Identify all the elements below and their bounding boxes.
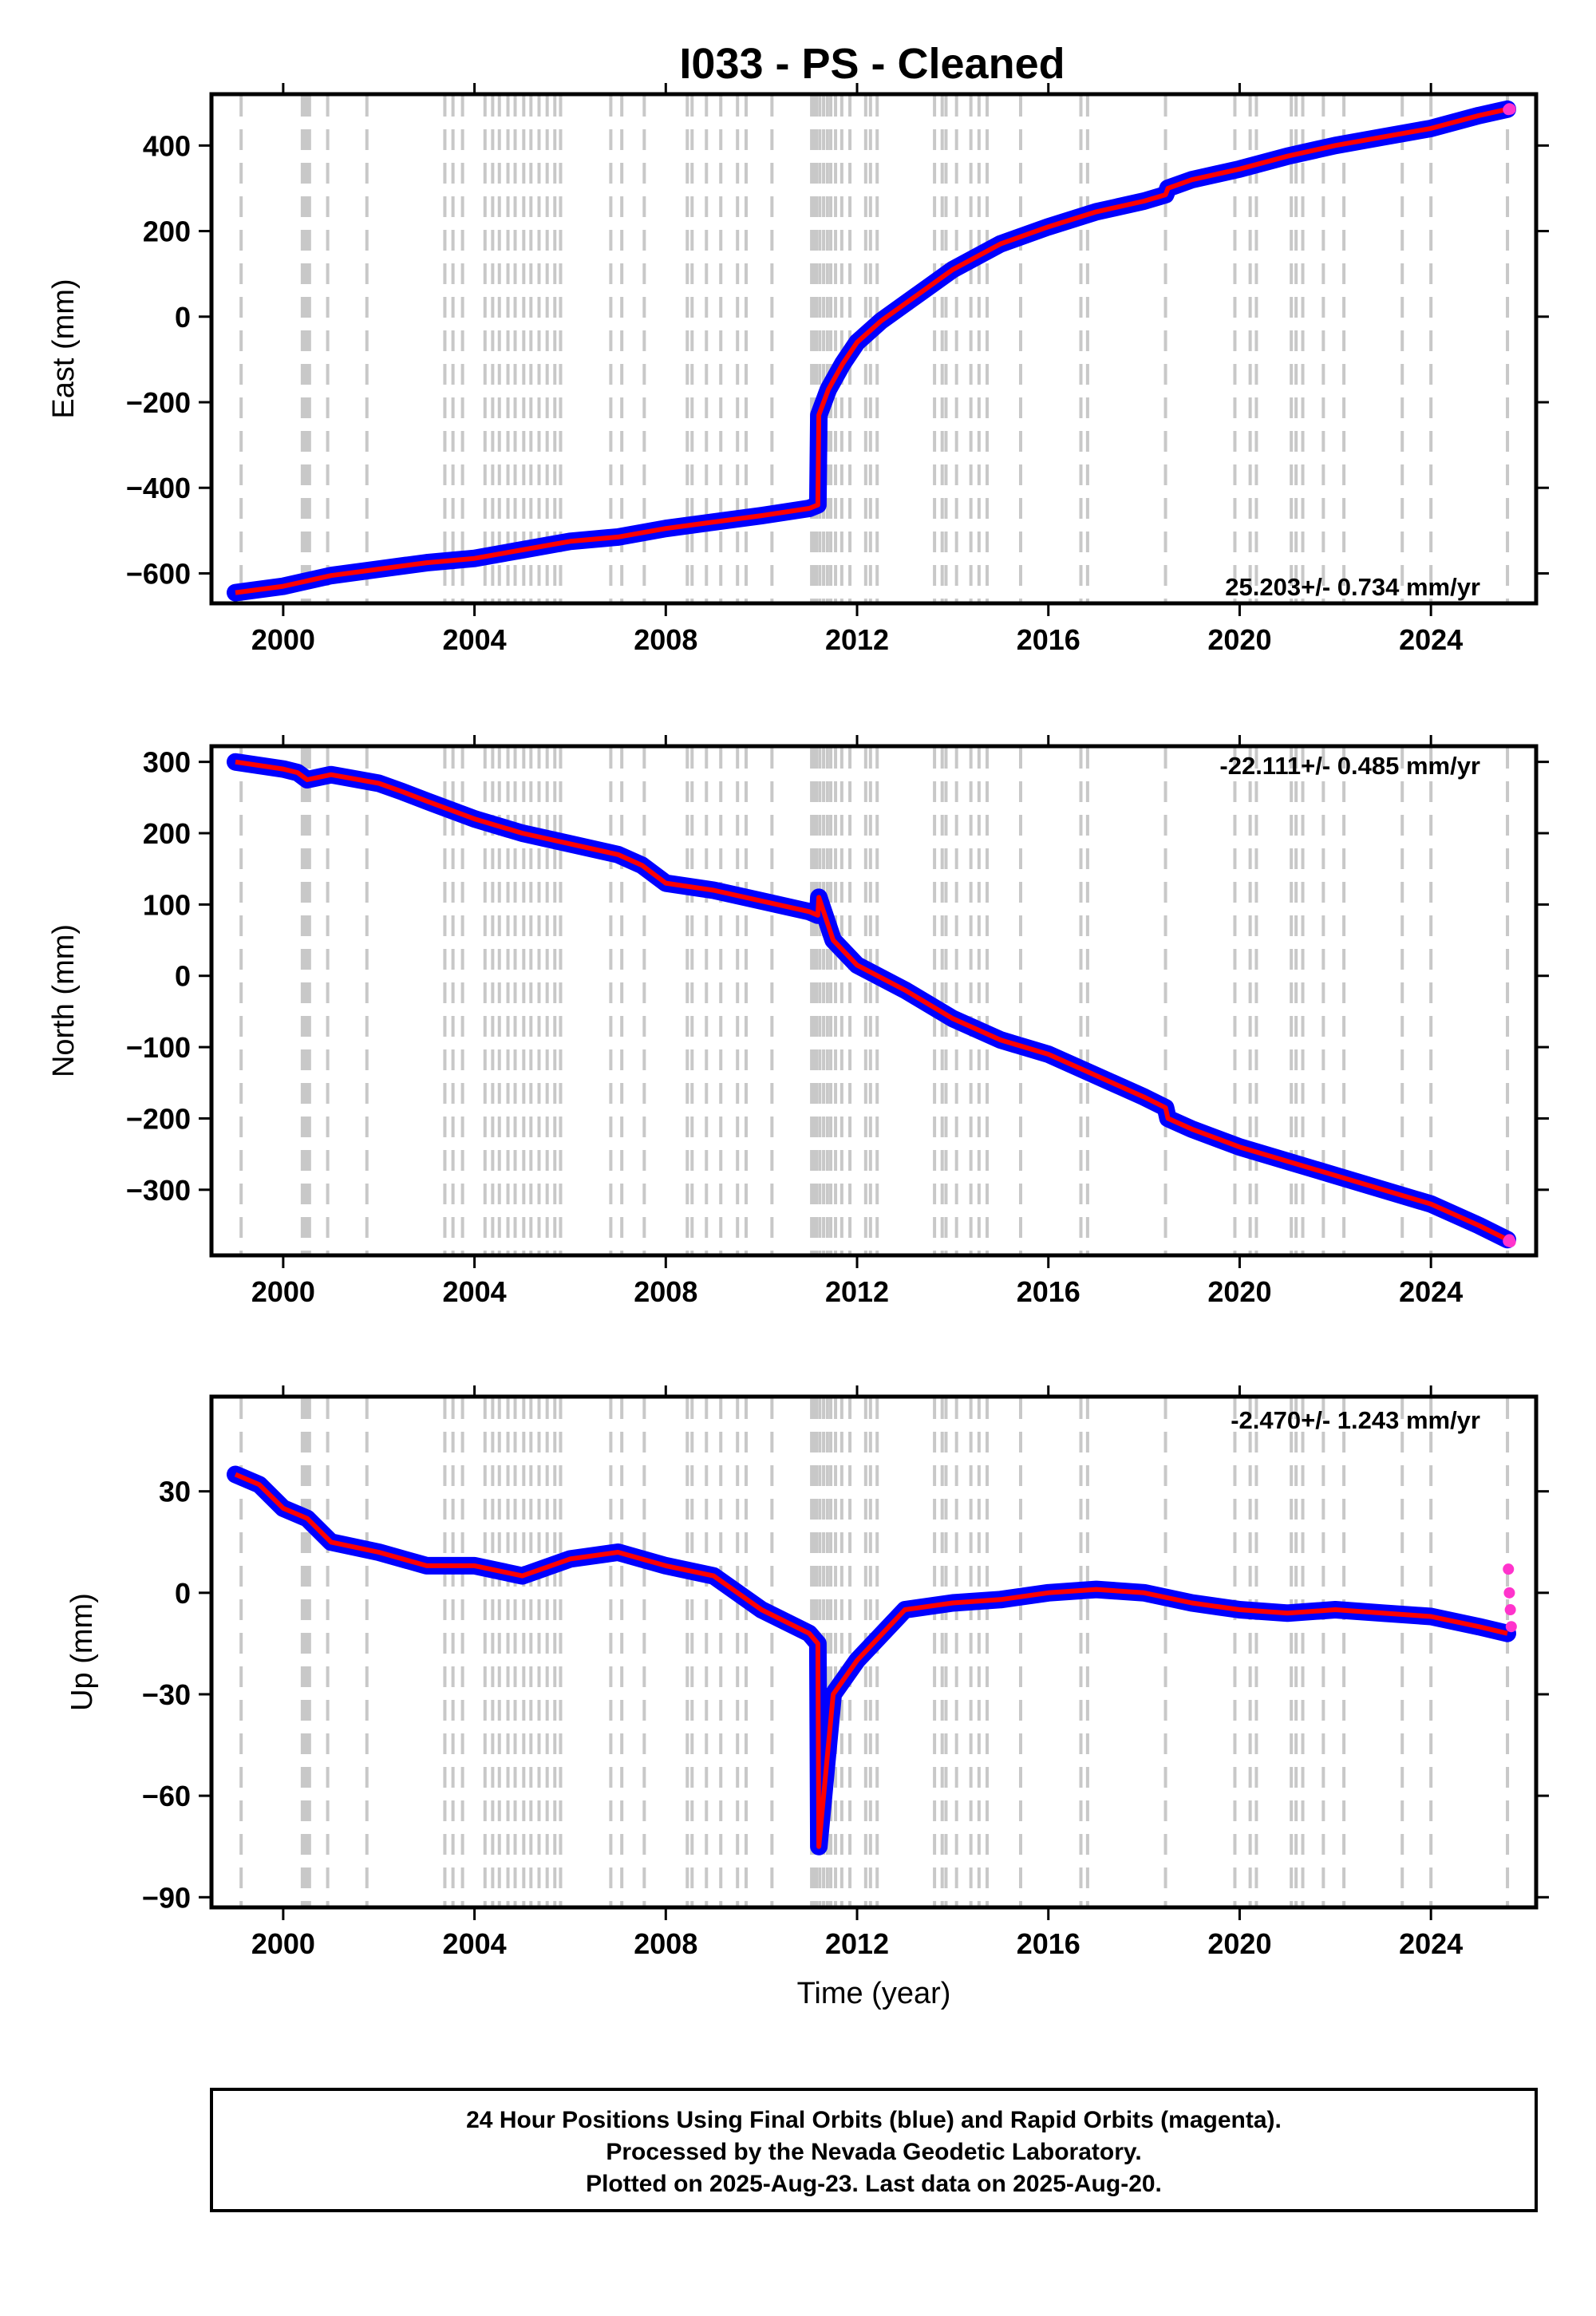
x-tick-label: 2008 — [634, 1927, 697, 1960]
y-axis-label: East (mm) — [47, 279, 81, 418]
x-tick-label: 2008 — [634, 1275, 697, 1308]
x-tick-label: 2012 — [825, 1275, 889, 1308]
rate-label: 25.203+/- 0.734 mm/yr — [1225, 573, 1480, 601]
rate-label: -22.111+/- 0.485 mm/yr — [1219, 752, 1480, 780]
x-tick-label: 2020 — [1207, 623, 1271, 656]
panel-2: 2000 2004 2008 2012 2016 2020 2024−300−200−100… — [47, 735, 1549, 1308]
plot-frame — [209, 744, 1539, 1258]
x-tick-label: 2008 — [634, 623, 697, 656]
footer-line-2: Processed by the Nevada Geodetic Laborat… — [606, 2139, 1141, 2165]
x-tick-label: 2000 — [251, 1275, 315, 1308]
model-line — [235, 106, 1508, 595]
rapid-orbit-point — [1503, 1563, 1515, 1575]
y-tick-label: 300 — [143, 746, 191, 779]
panel-1: 2000 2004 2008 2012 2016 2020 2024−600−400−200… — [47, 83, 1549, 656]
x-tick-label: 2000 — [251, 1927, 315, 1960]
rapid-orbit-point — [1504, 103, 1516, 115]
x-tick-label: 2024 — [1399, 623, 1463, 656]
rapid-orbit-point — [1505, 1621, 1517, 1633]
footer-line-3: Plotted on 2025-Aug-23. Last data on 202… — [586, 2171, 1162, 2197]
x-tick-label: 2016 — [1017, 1927, 1080, 1960]
x-tick-label: 2012 — [825, 623, 889, 656]
y-tick-label: 0 — [175, 1577, 191, 1610]
data-point — [228, 586, 242, 599]
y-tick-label: −90 — [142, 1881, 191, 1914]
y-tick-label: −600 — [126, 557, 191, 590]
y-tick-label: −200 — [126, 386, 191, 419]
y-tick-label: 30 — [159, 1476, 191, 1508]
panels: 2000 2004 2008 2012 2016 2020 2024−600−400−200… — [47, 83, 1549, 2010]
x-tick-label: 2004 — [443, 1927, 507, 1960]
y-tick-label: 100 — [143, 888, 191, 921]
data-point — [228, 755, 242, 769]
figure-title: I033 - PS - Cleaned — [679, 40, 1065, 88]
x-tick-label: 2016 — [1017, 623, 1080, 656]
final-orbit-points — [227, 1465, 1516, 1856]
x-tick-label: 2024 — [1399, 1927, 1463, 1960]
y-tick-label: 200 — [143, 817, 191, 850]
y-tick-label: −200 — [126, 1102, 191, 1135]
x-tick-label: 2020 — [1207, 1927, 1271, 1960]
footer-line-1: 24 Hour Positions Using Final Orbits (bl… — [466, 2107, 1282, 2133]
y-tick-label: −300 — [126, 1174, 191, 1207]
y-axis-label: Up (mm) — [65, 1593, 99, 1711]
x-tick-label: 2004 — [443, 1275, 507, 1308]
x-tick-label: 2016 — [1017, 1275, 1080, 1308]
x-tick-label: 2012 — [825, 1927, 889, 1960]
rate-label: -2.470+/- 1.243 mm/yr — [1231, 1406, 1480, 1434]
y-tick-label: −60 — [142, 1780, 191, 1812]
model-line — [235, 759, 1509, 1242]
y-tick-label: −400 — [126, 472, 191, 504]
x-axis-label: Time (year) — [797, 1977, 951, 2010]
plot-frame — [209, 1394, 1539, 1910]
x-tick-label: 2024 — [1399, 1275, 1463, 1308]
y-tick-label: 0 — [175, 960, 191, 993]
y-tick-label: −30 — [142, 1678, 191, 1711]
model-line — [234, 1472, 1508, 1849]
y-tick-label: 200 — [143, 215, 191, 248]
rapid-orbit-point — [1504, 1236, 1516, 1248]
y-tick-label: 400 — [143, 129, 191, 162]
x-tick-label: 2004 — [443, 623, 507, 656]
y-tick-label: −100 — [126, 1031, 191, 1064]
x-tick-label: 2000 — [251, 623, 315, 656]
rapid-orbit-point — [1504, 1604, 1516, 1616]
y-axis-label: North (mm) — [47, 924, 81, 1077]
panel-3: 2000 2004 2008 2012 2016 2020 2024 −90 −60 −30 0 30… — [65, 1385, 1549, 2010]
x-tick-label: 2020 — [1207, 1275, 1271, 1308]
footer-box: 24 Hour Positions Using Final Orbits (bl… — [210, 2088, 1538, 2212]
y-tick-label: 0 — [175, 301, 191, 334]
rapid-orbit-point — [1503, 1587, 1515, 1599]
plot-frame — [209, 92, 1539, 606]
